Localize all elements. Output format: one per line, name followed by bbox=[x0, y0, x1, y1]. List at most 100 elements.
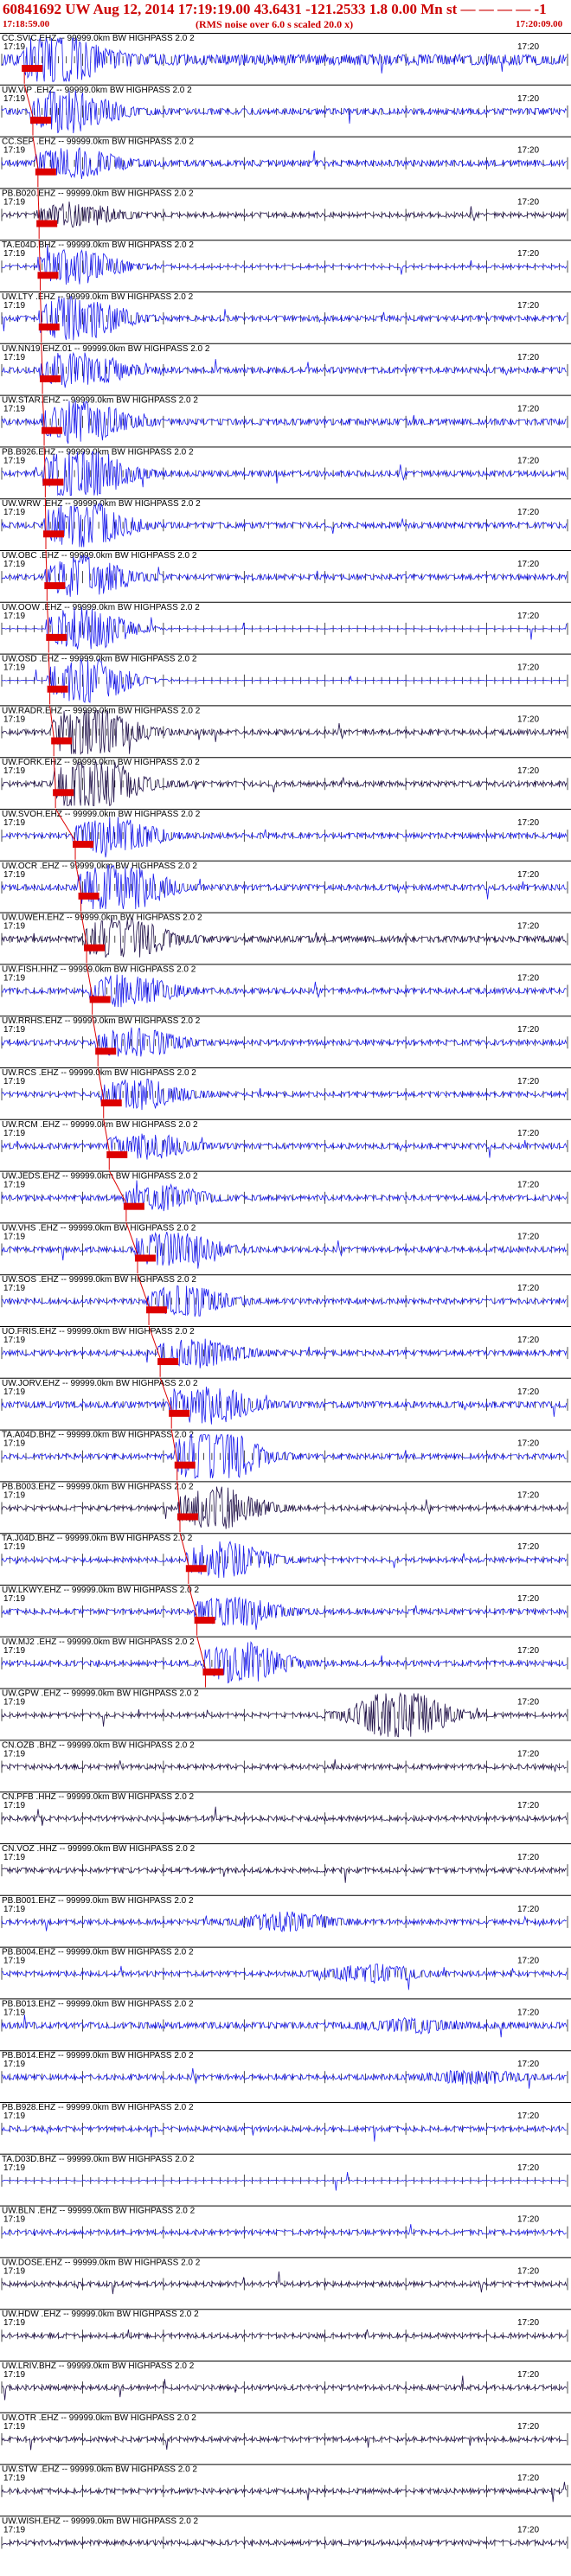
waveform bbox=[1, 1486, 568, 1529]
moveout-line bbox=[55, 808, 76, 842]
trace-6: UW.NN19.EHZ.01 -- 99999.0km BW HIGHPASS … bbox=[0, 343, 571, 394]
waveform bbox=[1, 2067, 567, 2089]
trace-34: CN.PFB .HHZ -- 99999.0km BW HIGHPASS 2.0… bbox=[0, 1791, 571, 1826]
waveform bbox=[1, 351, 568, 388]
time-tick-label: 17:20 bbox=[517, 1957, 539, 1966]
moveout-line bbox=[108, 1170, 127, 1203]
pick-marker bbox=[95, 1048, 117, 1055]
moveout-line bbox=[45, 549, 48, 583]
pick-marker bbox=[177, 1513, 199, 1521]
time-tick-label: 17:19 bbox=[3, 2008, 25, 2017]
trace-label: UW.JEDS.EHZ -- 99999.0km BW HIGHPASS 2.0… bbox=[2, 1172, 198, 1182]
time-tick-label: 17:20 bbox=[517, 1181, 539, 1190]
waveform bbox=[1, 2015, 568, 2038]
trace-1: UW.VIP .EHZ -- 99999.0km BW HIGHPASS 2.0… bbox=[0, 84, 571, 136]
moveout-line bbox=[37, 188, 40, 221]
waveform bbox=[1, 917, 567, 958]
trace-12: UW.OSD .EHZ -- 99999.0km BW HIGHPASS 2.0… bbox=[0, 653, 571, 705]
time-tick-label: 17:20 bbox=[517, 301, 539, 311]
pick-marker bbox=[169, 1409, 190, 1417]
trace-label: UW.HDW .EHZ -- 99999.0km BW HIGHPASS 2.0… bbox=[2, 2310, 199, 2319]
pick-marker bbox=[78, 892, 99, 900]
plot-header: 60841692 UW Aug 12, 2014 17:19:19.00 43.… bbox=[0, 0, 571, 34]
waveform bbox=[1, 817, 568, 858]
waveform bbox=[1, 1231, 568, 1269]
pick-marker bbox=[43, 530, 65, 538]
time-tick-label: 17:20 bbox=[517, 1025, 539, 1035]
pick-marker bbox=[44, 582, 66, 590]
moveout-line bbox=[179, 1533, 189, 1566]
moveout-line bbox=[32, 136, 39, 169]
waveform bbox=[1, 1964, 568, 1990]
moveout-line bbox=[125, 1222, 138, 1255]
pick-marker bbox=[51, 737, 73, 745]
trace-label: UW.SVOH.EHZ -- 99999.0km BW HIGHPASS 2.0… bbox=[2, 810, 201, 819]
time-tick-label: 17:20 bbox=[517, 353, 539, 362]
waveform bbox=[1, 865, 568, 910]
time-tick-label: 17:20 bbox=[517, 42, 539, 52]
time-tick-label: 17:19 bbox=[3, 1698, 25, 1708]
trace-29: TA.J04D.BHZ -- 99999.0km BW HIGHPASS 2.0… bbox=[0, 1533, 571, 1584]
time-tick-label: 17:20 bbox=[517, 249, 539, 259]
waveform bbox=[1, 658, 567, 703]
time-tick-label: 17:19 bbox=[3, 353, 25, 362]
trace-label: UW.DOSE.EHZ -- 99999.0km BW HIGHPASS 2.0… bbox=[2, 2258, 201, 2267]
time-tick-label: 17:19 bbox=[3, 1232, 25, 1241]
trace-label: UW.OOW .EHZ -- 99999.0km BW HIGHPASS 2.0… bbox=[2, 603, 200, 612]
time-tick-label: 17:20 bbox=[517, 1129, 539, 1138]
pick-marker bbox=[36, 220, 58, 227]
time-tick-label: 17:19 bbox=[3, 1542, 25, 1552]
trace-label: CC.SEP .EHZ -- 99999.0km BW HIGHPASS 2.0… bbox=[2, 138, 194, 147]
pick-marker bbox=[123, 1202, 144, 1210]
pick-marker bbox=[53, 789, 74, 797]
time-tick-label: 17:20 bbox=[517, 2422, 539, 2432]
trace-label: UW.LRIV.BHZ -- 99999.0km BW HIGHPASS 2.0… bbox=[2, 2361, 195, 2371]
pick-marker bbox=[89, 996, 111, 1003]
trace-9: UW.WRW .EHZ -- 99999.0km BW HIGHPASS 2.0… bbox=[0, 498, 571, 549]
waveform bbox=[1, 606, 568, 650]
time-tick-label: 17:19 bbox=[3, 94, 25, 104]
time-tick-label: 17:20 bbox=[517, 2163, 539, 2173]
pick-marker bbox=[42, 426, 63, 434]
trace-label: TA.D03D.BHZ -- 99999.0km BW HIGHPASS 2.0… bbox=[2, 2155, 195, 2164]
waveform bbox=[1, 1911, 567, 1932]
trace-label: PB.B013.EHZ -- 99999.0km BW HIGHPASS 2.0… bbox=[2, 1999, 194, 2009]
waveform bbox=[1, 1133, 568, 1160]
waveform bbox=[1, 2482, 568, 2502]
waveform bbox=[1, 2172, 567, 2191]
time-tick-label: 17:19 bbox=[3, 1439, 25, 1449]
moveout-line bbox=[137, 1274, 150, 1307]
time-tick-label: 17:19 bbox=[3, 922, 25, 932]
time-tick-label: 17:19 bbox=[3, 1077, 25, 1086]
time-tick-label: 17:19 bbox=[3, 1646, 25, 1656]
waveform bbox=[1, 503, 568, 548]
trace-label: UW.OBC .EHZ -- 99999.0km BW HIGHPASS 2.0… bbox=[2, 551, 197, 561]
trace-label: UW.STW .EHZ -- 99999.0km BW HIGHPASS 2.0… bbox=[2, 2465, 197, 2475]
time-tick-label: 17:19 bbox=[3, 2525, 25, 2534]
trace-label: UW.UWEH.EHZ -- 99999.0km BW HIGHPASS 2.0… bbox=[2, 913, 202, 923]
moveout-line bbox=[48, 653, 51, 686]
time-start-label: 17:18:59.00 bbox=[3, 19, 50, 29]
waveform bbox=[1, 1806, 568, 1826]
rms-subtitle: (RMS noise over 6.0 s scaled 20.0 x) bbox=[196, 18, 354, 30]
time-tick-label: 17:20 bbox=[517, 94, 539, 104]
moveout-line bbox=[159, 1377, 172, 1411]
trace-0: CC.SVIC.EHZ -- 99999.0km BW HIGHPASS 2.0… bbox=[0, 33, 571, 84]
trace-32: UW.GPW .EHZ -- 99999.0km BW HIGHPASS 2.0… bbox=[0, 1688, 571, 1738]
time-tick-label: 17:20 bbox=[517, 2215, 539, 2225]
trace-48: UW.WISH.EHZ -- 99999.0km BW HIGHPASS 2.0… bbox=[0, 2515, 571, 2549]
trace-13: UW.RADR.EHZ -- 99999.0km BW HIGHPASS 2.0… bbox=[0, 705, 571, 757]
trace-5: UW.LTY .EHZ -- 99999.0km BW HIGHPASS 2.0… bbox=[0, 291, 571, 343]
pick-marker bbox=[37, 272, 59, 279]
trace-35: CN.VOZ .HHZ -- 99999.0km BW HIGHPASS 2.0… bbox=[0, 1843, 571, 1883]
trace-28: PB.B003.EHZ -- 99999.0km BW HIGHPASS 2.0… bbox=[0, 1481, 571, 1533]
trace-label: UW.RCM .EHZ -- 99999.0km BW HIGHPASS 2.0… bbox=[2, 1120, 198, 1130]
pick-marker bbox=[40, 375, 61, 382]
moveout-line bbox=[38, 240, 41, 272]
waveform bbox=[1, 2436, 568, 2451]
time-tick-label: 17:19 bbox=[3, 1387, 25, 1397]
time-tick-label: 17:20 bbox=[517, 1284, 539, 1293]
pick-marker bbox=[42, 478, 64, 486]
trace-20: UW.RCS .EHZ -- 99999.0km BW HIGHPASS 2.0… bbox=[0, 1067, 571, 1118]
pick-marker bbox=[194, 1617, 215, 1624]
